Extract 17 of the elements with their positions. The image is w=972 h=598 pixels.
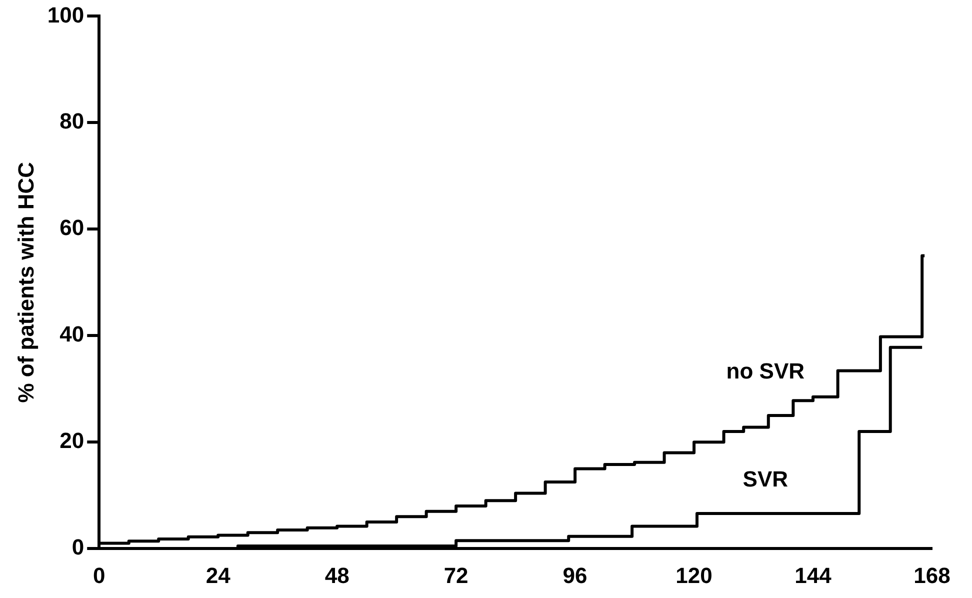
series-label: SVR [742,466,788,492]
series-label: no SVR [726,358,805,384]
y-axis-title: % of patients with HCC [13,162,38,403]
x-tick-label: 168 [914,562,950,588]
y-tick-label: 100 [47,2,84,28]
y-tick-label: 40 [60,322,84,347]
y-tick-label: 60 [60,215,84,240]
y-tick-label: 80 [60,108,84,134]
x-tick-label: 48 [324,562,350,588]
y-tick-label: 20 [60,428,84,454]
x-tick-label: 96 [562,562,588,588]
x-tick-label: 120 [676,562,712,588]
x-tick-label: 24 [206,562,232,588]
x-tick-label: 72 [444,562,468,588]
x-tick-label: 0 [92,562,106,588]
y-tick-label: 0 [72,534,84,560]
x-tick-label: 144 [794,562,832,588]
